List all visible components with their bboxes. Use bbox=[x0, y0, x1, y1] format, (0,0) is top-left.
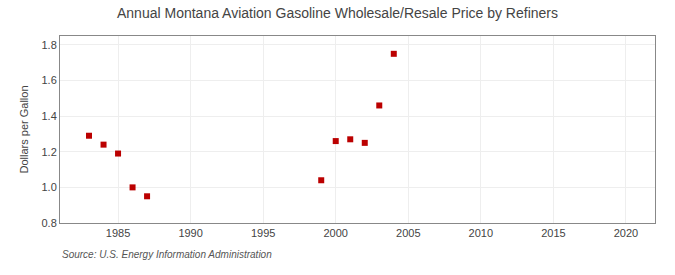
svg-text:2020: 2020 bbox=[614, 227, 638, 239]
svg-text:Dollars per Gallon: Dollars per Gallon bbox=[18, 85, 30, 173]
svg-text:Annual Montana Aviation Gasoli: Annual Montana Aviation Gasoline Wholesa… bbox=[117, 5, 558, 21]
svg-text:2005: 2005 bbox=[396, 227, 420, 239]
svg-text:1990: 1990 bbox=[178, 227, 202, 239]
svg-text:2000: 2000 bbox=[323, 227, 347, 239]
svg-text:1.2: 1.2 bbox=[42, 146, 57, 158]
svg-text:0.8: 0.8 bbox=[42, 217, 57, 229]
svg-text:2015: 2015 bbox=[541, 227, 565, 239]
svg-text:1.0: 1.0 bbox=[42, 181, 57, 193]
svg-text:2010: 2010 bbox=[469, 227, 493, 239]
svg-text:1.6: 1.6 bbox=[42, 74, 57, 86]
svg-text:Source: U.S. Energy Informatio: Source: U.S. Energy Information Administ… bbox=[62, 249, 272, 260]
svg-text:1995: 1995 bbox=[251, 227, 275, 239]
svg-text:1985: 1985 bbox=[106, 227, 130, 239]
svg-text:1.8: 1.8 bbox=[42, 39, 57, 51]
svg-text:1.4: 1.4 bbox=[42, 110, 57, 122]
